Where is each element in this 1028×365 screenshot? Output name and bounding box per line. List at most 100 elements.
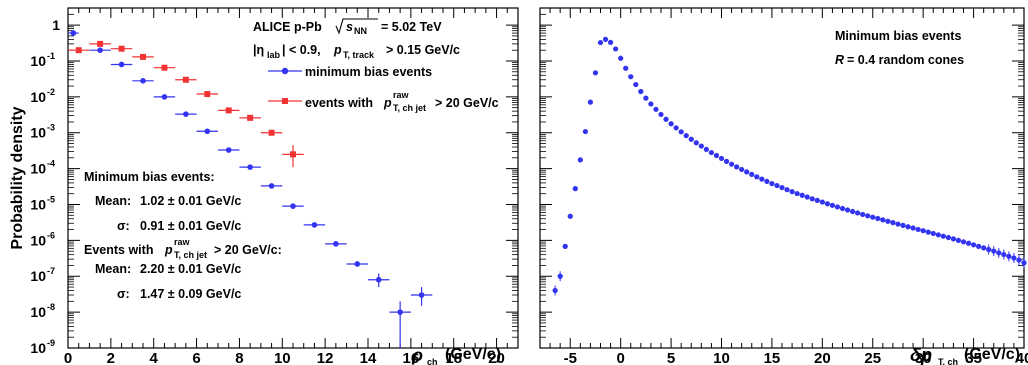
right-x-tick-label: 25 (864, 350, 881, 365)
random-cone-point (764, 178, 770, 185)
random-cone-point (839, 205, 846, 212)
random-cone-point (607, 39, 614, 45)
stats-mb-sigma-label: σ: (117, 219, 130, 233)
random-cone-point (587, 99, 594, 105)
random-cone-point (804, 194, 810, 200)
random-cone-point (713, 152, 720, 159)
right-legend-line2: = 0.4 random cones (847, 53, 964, 67)
jet-event-point (153, 64, 176, 71)
right-legend-R: R (835, 53, 844, 67)
random-cone-point (653, 106, 659, 112)
random-cone-point (895, 221, 901, 227)
random-cone-point (824, 201, 830, 207)
random-cone-point (552, 285, 558, 296)
stats-ev-mean-label: Mean: (95, 262, 131, 276)
random-cone-point (819, 199, 825, 205)
random-cone-point (633, 81, 639, 88)
random-cone-point (1001, 249, 1007, 260)
stats-ev-mean-value: 2.20 ± 0.01 GeV/c (140, 262, 241, 276)
random-cone-point (814, 197, 820, 204)
random-cone-point (809, 196, 815, 202)
left-header-text: ALICE p-Pb s NN = 5.02 TeV |η lab | < 0.… (253, 18, 460, 60)
left-legend: minimum bias events events with p raw T,… (268, 65, 499, 113)
sqrt-sign (335, 18, 378, 35)
random-cone-point (1006, 251, 1012, 262)
svg-text:-8: -8 (47, 302, 55, 312)
left-x-tick-label: 20 (488, 350, 505, 365)
svg-text:10: 10 (30, 304, 46, 320)
right-x-tick-label: 0 (616, 350, 624, 365)
min-bias-point (389, 301, 411, 348)
min-bias-point (89, 47, 111, 53)
left-y-tick-label: 10 -9 (30, 338, 55, 356)
svg-text:10: 10 (30, 268, 46, 284)
right-legend: Minimum bias events R = 0.4 random cones (835, 29, 964, 67)
random-cone-point (940, 233, 946, 239)
stats-ev-sup: raw (174, 237, 191, 247)
jet-event-point (110, 45, 133, 52)
min-bias-point (110, 61, 133, 68)
left-x-tick-label: 12 (317, 350, 334, 365)
legend-red-label-b: > 20 GeV/c (435, 96, 499, 110)
random-cone-point (880, 217, 886, 223)
left-y-tick-label: 1 (52, 17, 60, 33)
svg-text:10: 10 (30, 125, 46, 141)
random-cone-point (915, 226, 921, 233)
random-cone-point (597, 39, 604, 46)
title-pt-sub: T, track (343, 50, 375, 60)
jet-event-point (239, 114, 261, 121)
random-cone-point (739, 166, 745, 173)
random-cone-point (855, 210, 861, 216)
left-x-tick-label: 16 (403, 350, 420, 365)
random-cone-point (562, 243, 568, 249)
svg-text:10: 10 (30, 340, 46, 356)
right-x-tick-label: 40 (1016, 350, 1028, 365)
random-cone-point (668, 121, 674, 127)
random-cone-point (970, 242, 977, 248)
random-cone-point (703, 146, 709, 152)
random-cone-point (784, 187, 790, 193)
random-cone-point (602, 36, 609, 42)
random-cone-point (779, 184, 785, 191)
random-cone-point (794, 190, 800, 197)
left-y-tick-label: 10 -4 (30, 159, 55, 177)
left-x-axis-label: ρ ch (GeV/c) (411, 345, 501, 365)
title-sqrt-sub: NN (354, 26, 367, 36)
random-cone-point (1011, 253, 1017, 264)
random-cone-point (890, 220, 896, 226)
random-cone-point (905, 224, 911, 230)
random-cone-point (577, 157, 583, 163)
random-cone-point (910, 225, 916, 231)
min-bias-point (368, 273, 390, 288)
random-cone-point (865, 213, 871, 219)
min-bias-point (132, 78, 154, 84)
stats-ev-sigma-label: σ: (117, 287, 130, 301)
title-collision: ALICE p-Pb (253, 20, 322, 34)
random-cone-point (950, 236, 957, 242)
random-cone-point (844, 207, 851, 213)
random-cone-point (986, 244, 992, 255)
random-cone-point (945, 234, 951, 241)
left-y-tick-label: 10 -8 (30, 302, 55, 320)
svg-text:10: 10 (30, 232, 46, 248)
random-cone-point (749, 171, 755, 178)
random-cone-point (860, 211, 866, 218)
random-cone-point (875, 215, 881, 222)
random-cone-point (723, 158, 730, 164)
random-cone-point (557, 271, 563, 282)
svg-text:-6: -6 (47, 230, 55, 240)
legend-red-p: p (383, 96, 392, 110)
svg-text:-2: -2 (47, 87, 55, 97)
random-cone-point (955, 237, 962, 243)
jet-event-point (282, 145, 304, 168)
svg-text:-1: -1 (47, 51, 55, 61)
random-cone-point (673, 125, 679, 131)
left-xlabel-symbol: ρ (411, 345, 423, 365)
random-cone-point (613, 46, 619, 52)
min-bias-point (260, 183, 283, 189)
random-cone-point (678, 129, 684, 135)
jet-event-point (196, 91, 218, 98)
svg-text:10: 10 (30, 53, 46, 69)
svg-text:10: 10 (30, 89, 46, 105)
